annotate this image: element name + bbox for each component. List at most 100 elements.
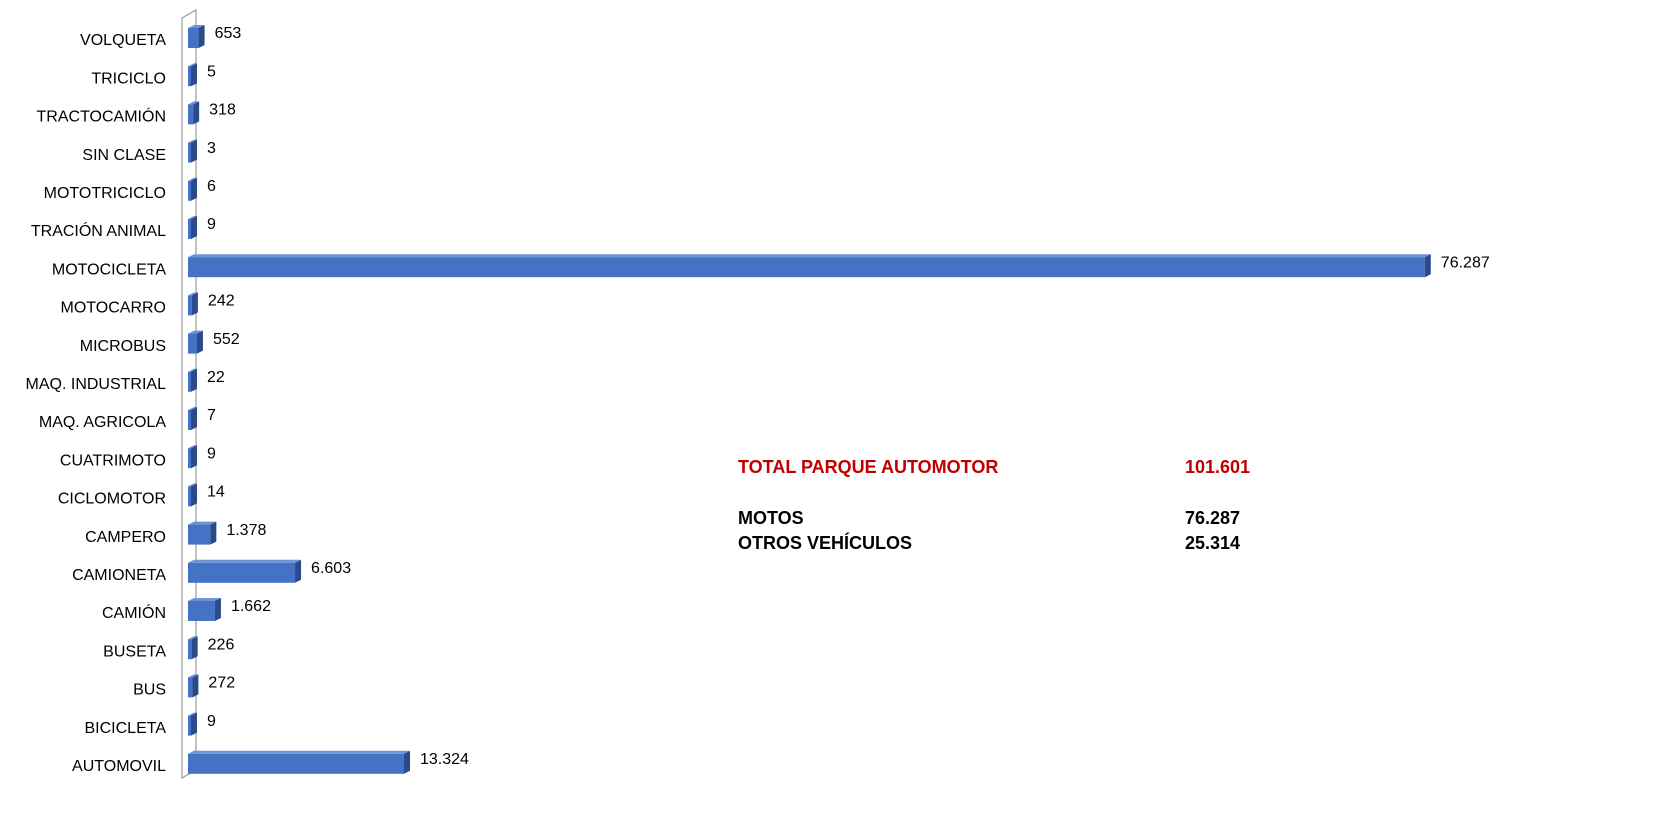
bar <box>188 486 191 507</box>
value-label: 13.324 <box>420 751 469 768</box>
value-label: 7 <box>207 407 216 424</box>
bar <box>188 601 215 621</box>
summary-value: 101.601 <box>1185 457 1250 477</box>
bar-top <box>188 101 200 105</box>
bar-top <box>188 177 197 181</box>
bar-top <box>188 330 203 334</box>
bar-top <box>188 636 198 640</box>
bar-top <box>188 139 197 143</box>
summary-value: 25.314 <box>1185 533 1240 553</box>
bar <box>188 753 405 774</box>
bar-top <box>188 598 221 601</box>
bar-side <box>191 63 197 87</box>
bar-side <box>196 330 203 354</box>
category-label: TRACIÓN ANIMAL <box>31 221 166 240</box>
category-label: MOTOCARRO <box>61 300 166 317</box>
bar-top <box>188 25 205 28</box>
bar-top <box>188 483 197 487</box>
category-label: BUSETA <box>103 643 166 660</box>
bar-top <box>188 407 197 410</box>
bar-side <box>191 483 197 507</box>
bar-top <box>188 216 197 219</box>
bar-side <box>214 598 221 621</box>
bar <box>188 28 199 48</box>
value-label: 5 <box>207 63 216 80</box>
bar-top <box>188 445 197 449</box>
bar <box>188 142 191 163</box>
bar-top <box>188 750 411 754</box>
category-label: AUTOMOVIL <box>72 758 166 775</box>
bar <box>188 66 191 87</box>
bar-side <box>191 177 197 201</box>
bar-top <box>188 521 217 525</box>
value-label: 9 <box>207 216 216 233</box>
category-label: BICICLETA <box>85 720 167 737</box>
category-label: CAMIÓN <box>102 603 166 622</box>
bar <box>188 257 1425 278</box>
category-label: MOTOCICLETA <box>52 261 166 278</box>
bar <box>188 333 197 354</box>
summary-label: MOTOS <box>738 508 804 528</box>
bar-side <box>1424 254 1431 278</box>
bar-top <box>188 368 197 372</box>
bar-top <box>188 63 197 67</box>
category-label: MAQ. INDUSTRIAL <box>26 376 167 393</box>
bar <box>188 410 191 430</box>
summary-value: 76.287 <box>1185 508 1240 528</box>
category-label: TRICICLO <box>91 70 166 87</box>
bar <box>188 524 211 545</box>
bar-side <box>191 139 197 163</box>
value-label: 76.287 <box>1441 254 1490 271</box>
bar-side <box>191 636 198 660</box>
bar-top <box>188 712 197 716</box>
value-label: 242 <box>208 293 235 310</box>
bar <box>188 715 191 736</box>
summary-label: OTROS VEHÍCULOS <box>738 532 912 553</box>
bar-side <box>198 25 205 48</box>
bar-top <box>188 292 198 296</box>
bar <box>188 448 191 469</box>
category-label: CICLOMOTOR <box>58 491 166 508</box>
value-label: 318 <box>209 102 236 119</box>
category-label: MOTOTRICICLO <box>44 185 166 202</box>
bar-side <box>193 101 200 125</box>
category-label: CUATRIMOTO <box>60 452 166 469</box>
bar-top <box>188 674 199 678</box>
value-label: 1.662 <box>231 598 271 615</box>
summary-label: TOTAL PARQUE AUTOMOTOR <box>738 457 998 477</box>
bar <box>188 295 192 316</box>
bar <box>188 180 191 201</box>
bar-side <box>191 712 197 736</box>
bar-side <box>404 750 411 774</box>
category-label: MICROBUS <box>80 338 166 355</box>
value-label: 1.378 <box>226 522 266 539</box>
bar <box>188 104 194 125</box>
category-label: BUS <box>133 682 166 699</box>
category-label: MAQ. AGRICOLA <box>39 414 166 431</box>
value-label: 653 <box>215 25 242 42</box>
bar-side <box>191 216 197 239</box>
value-label: 22 <box>207 369 225 386</box>
bar-top <box>188 559 302 563</box>
axis-wall <box>181 8 197 780</box>
bar <box>188 639 192 660</box>
value-label: 552 <box>213 331 240 348</box>
bar-side <box>191 368 197 392</box>
category-label: TRACTOCAMIÓN <box>37 107 166 126</box>
category-label: CAMIONETA <box>72 567 166 584</box>
bar-side <box>191 445 197 469</box>
bar <box>188 371 191 392</box>
value-label: 9 <box>207 713 216 730</box>
bar-side <box>295 559 302 583</box>
bar-side <box>210 521 217 545</box>
value-label: 3 <box>207 140 216 157</box>
bar <box>188 562 296 583</box>
bar-side <box>191 292 198 316</box>
category-label: SIN CLASE <box>82 147 166 164</box>
bar-top <box>188 254 1431 258</box>
bar-side <box>191 407 197 430</box>
bar-side <box>192 674 199 698</box>
bar <box>188 677 193 698</box>
category-label: CAMPERO <box>85 529 166 546</box>
